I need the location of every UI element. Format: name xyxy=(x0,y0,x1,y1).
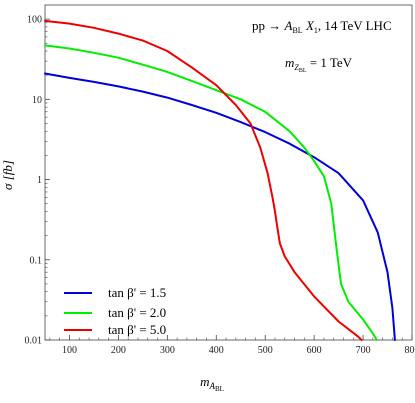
y-tick-label: 100 xyxy=(27,15,42,26)
legend: tan β' = 1.5 tan β' = 2.0 tan β' = 5.0 xyxy=(64,285,166,337)
y-axis-ticks: 0.01 0.1 1 10 100 xyxy=(25,15,50,347)
x-tick-label: 100 xyxy=(62,345,77,356)
y-tick-label: 0.1 xyxy=(30,255,43,266)
x-tick-label: 800 xyxy=(405,345,415,356)
x-tick-label: 200 xyxy=(111,345,126,356)
y-tick-label: 1 xyxy=(37,175,42,186)
x-tick-label: 600 xyxy=(307,345,322,356)
y-tick-label: 10 xyxy=(32,95,42,106)
process-annotation: pp → ABL X1, 14 TeV LHC xyxy=(252,18,392,35)
x-tick-label: 300 xyxy=(160,345,175,356)
x-tick-label: 500 xyxy=(258,345,273,356)
y-axis-label: σ [fb] xyxy=(0,160,15,190)
x-axis-ticks: 100 200 300 400 500 600 700 800 xyxy=(49,335,415,356)
series-line-3 xyxy=(44,19,363,341)
mass-annotation: mZBL = 1 TeV xyxy=(285,55,353,74)
legend-label-1: tan β' = 1.5 xyxy=(108,285,166,300)
series-line-1 xyxy=(44,72,396,341)
x-tick-label: 700 xyxy=(356,345,371,356)
series-layer xyxy=(44,19,396,341)
legend-label-3: tan β' = 5.0 xyxy=(108,322,166,337)
x-tick-label: 400 xyxy=(209,345,224,356)
y-tick-label: 0.01 xyxy=(25,336,43,347)
legend-label-2: tan β' = 2.0 xyxy=(108,305,166,320)
x-axis-label: mABL xyxy=(200,374,224,393)
plot-frame xyxy=(44,4,413,341)
series-line-2 xyxy=(44,44,378,341)
